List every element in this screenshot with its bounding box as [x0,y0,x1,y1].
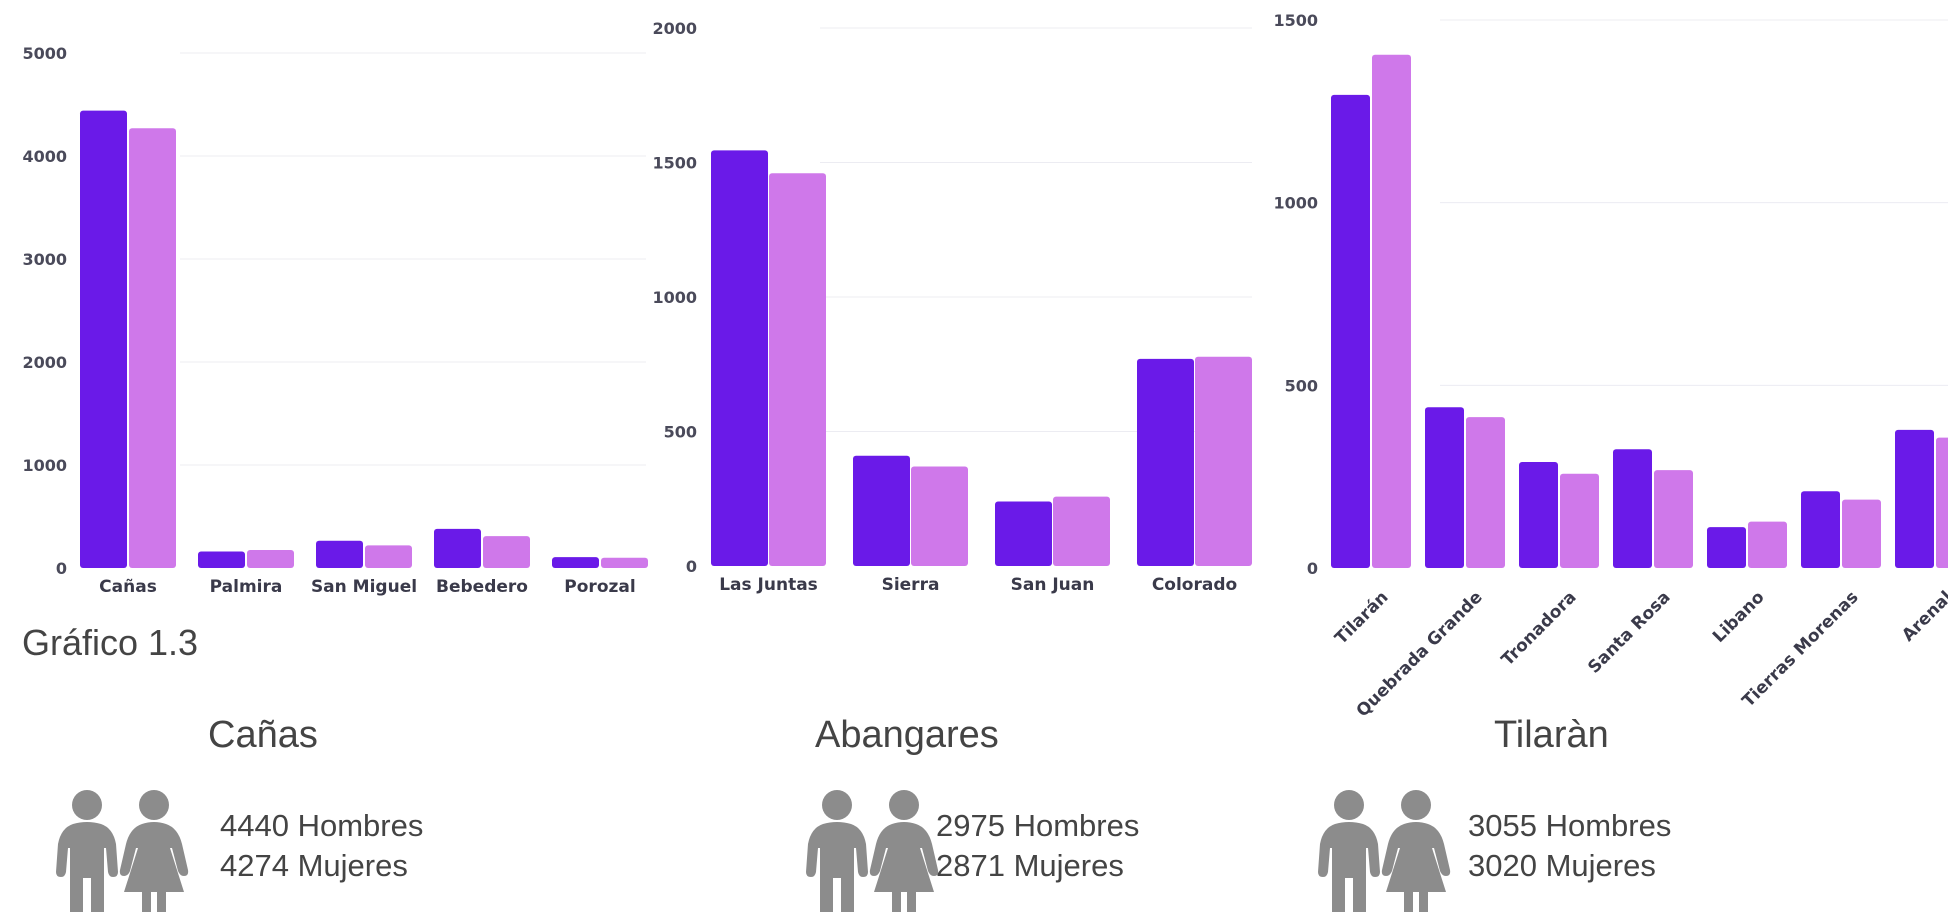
bar-mujeres [911,466,968,566]
bar-hombres [1519,462,1558,568]
x-category-label: Libano [1709,587,1768,646]
x-category-label: Tronadora [1498,587,1581,670]
region-title-abangares: Abangares [815,714,999,756]
bar-hombres [711,150,768,566]
bar-mujeres [1466,417,1505,568]
x-category-label: Las Juntas [719,575,818,595]
x-category-label: Bebedero [436,577,528,597]
bar-mujeres [1195,356,1252,566]
x-category-label: Sierra [882,575,940,595]
bar-hombres [853,455,910,566]
bar-mujeres [601,557,648,568]
bar-hombres [316,540,363,568]
x-category-label: San Juan [1011,575,1095,595]
bar-mujeres [1748,521,1787,568]
women-count-abangares: 2871 Mujeres [936,848,1124,883]
figure-caption: Gráfico 1.3 [22,622,199,663]
men-count-tilaran: 3055 Hombres [1468,808,1672,843]
x-category-label: Cañas [99,577,157,597]
bar-hombres [1425,407,1464,568]
y-tick-label: 2000 [652,19,697,38]
y-tick-label: 1000 [22,456,67,475]
people-icon-canas [56,788,190,917]
bar-hombres [1707,527,1746,568]
bar-hombres [198,551,245,568]
bar-mujeres [1654,470,1693,568]
men-count-abangares: 2975 Hombres [936,808,1140,843]
x-category-label: San Miguel [311,577,417,597]
bar-hombres [1613,449,1652,568]
men-count-canas: 4440 Hombres [220,808,424,843]
x-category-label: Arenal [1898,587,1948,645]
y-tick-label: 2000 [22,353,67,372]
people-icon-abangares [806,788,940,917]
x-category-label: Tilarán [1331,587,1392,648]
x-category-label: Palmira [210,577,283,597]
bar-hombres [434,528,481,568]
y-tick-label: 1500 [1273,11,1318,30]
women-count-canas: 4274 Mujeres [220,848,408,883]
bar-hombres [1331,94,1370,568]
y-tick-label: 1000 [652,288,697,307]
y-tick-label: 0 [686,557,697,576]
y-tick-label: 500 [664,423,697,442]
y-tick-label: 500 [1285,376,1318,395]
bar-hombres [1801,491,1840,568]
region-title-tilaran: Tilaràn [1494,714,1609,756]
bar-mujeres [1560,473,1599,568]
bar-hombres [1137,358,1194,566]
y-tick-label: 0 [1307,559,1318,578]
bar-mujeres [769,173,826,566]
x-category-label: Santa Rosa [1584,587,1674,677]
y-tick-label: 1000 [1273,194,1318,213]
x-category-label: Colorado [1152,575,1237,595]
bar-mujeres [1936,437,1948,568]
bar-mujeres [365,545,412,568]
y-tick-label: 5000 [22,44,67,63]
bar-mujeres [483,536,530,568]
y-tick-label: 0 [56,559,67,578]
bar-mujeres [1053,496,1110,566]
bar-mujeres [129,128,176,568]
bar-mujeres [1372,54,1411,568]
y-tick-label: 1500 [652,154,697,173]
bar-hombres [995,501,1052,566]
y-tick-label: 3000 [22,250,67,269]
women-count-tilaran: 3020 Mujeres [1468,848,1656,883]
bar-mujeres [1842,499,1881,568]
bar-hombres [1895,429,1934,568]
people-icon-tilaran [1318,788,1452,917]
bar-hombres [552,557,599,568]
bar-mujeres [247,549,294,568]
y-tick-label: 4000 [22,147,67,166]
x-category-label: Porozal [564,577,635,597]
bar-hombres [80,110,127,569]
region-title-canas: Cañas [208,714,318,756]
